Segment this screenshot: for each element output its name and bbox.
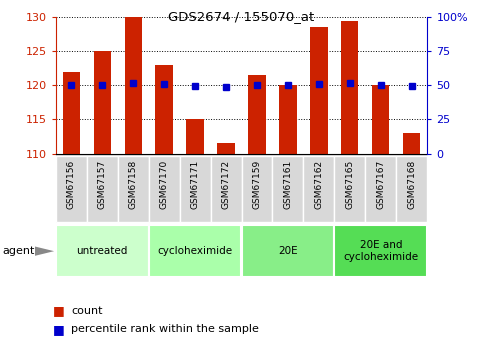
Bar [372,85,389,154]
Bar [242,225,334,277]
Bar [125,17,142,154]
Bar [62,72,80,154]
Bar [334,225,427,277]
Bar [180,156,211,222]
Bar [117,156,149,222]
Bar [217,143,235,154]
Bar [334,156,366,222]
Bar [341,21,358,154]
Bar [186,119,203,154]
Text: 20E: 20E [278,246,298,256]
Text: GSM67167: GSM67167 [376,160,385,209]
Text: GSM67156: GSM67156 [67,160,75,209]
Text: GSM67158: GSM67158 [128,160,138,209]
Bar [156,65,172,154]
Text: agent: agent [2,246,35,256]
Text: percentile rank within the sample: percentile rank within the sample [71,325,259,334]
Text: count: count [71,306,103,315]
Bar [149,225,242,277]
Bar [248,75,266,154]
Bar [94,51,111,154]
Text: GSM67171: GSM67171 [190,160,199,209]
Bar [242,156,272,222]
Bar [366,156,397,222]
Bar [311,28,327,154]
Text: ■: ■ [53,323,65,336]
Bar [303,156,334,222]
Bar [56,225,149,277]
Bar [56,156,86,222]
Text: GSM67170: GSM67170 [159,160,169,209]
Text: GSM67172: GSM67172 [222,160,230,209]
Bar [397,156,427,222]
Bar [211,156,242,222]
Text: GSM67157: GSM67157 [98,160,107,209]
Text: 20E and
cycloheximide: 20E and cycloheximide [343,240,419,262]
Text: ■: ■ [53,304,65,317]
Text: GSM67161: GSM67161 [284,160,293,209]
Bar [86,156,117,222]
Text: GSM67159: GSM67159 [253,160,261,209]
Text: GDS2674 / 155070_at: GDS2674 / 155070_at [169,10,314,23]
Text: GSM67165: GSM67165 [345,160,355,209]
Text: cycloheximide: cycloheximide [157,246,233,256]
Text: GSM67168: GSM67168 [408,160,416,209]
Polygon shape [35,246,54,256]
Text: untreated: untreated [76,246,128,256]
Text: GSM67162: GSM67162 [314,160,324,209]
Bar [403,133,421,154]
Bar [272,156,303,222]
Bar [149,156,180,222]
Bar [280,85,297,154]
